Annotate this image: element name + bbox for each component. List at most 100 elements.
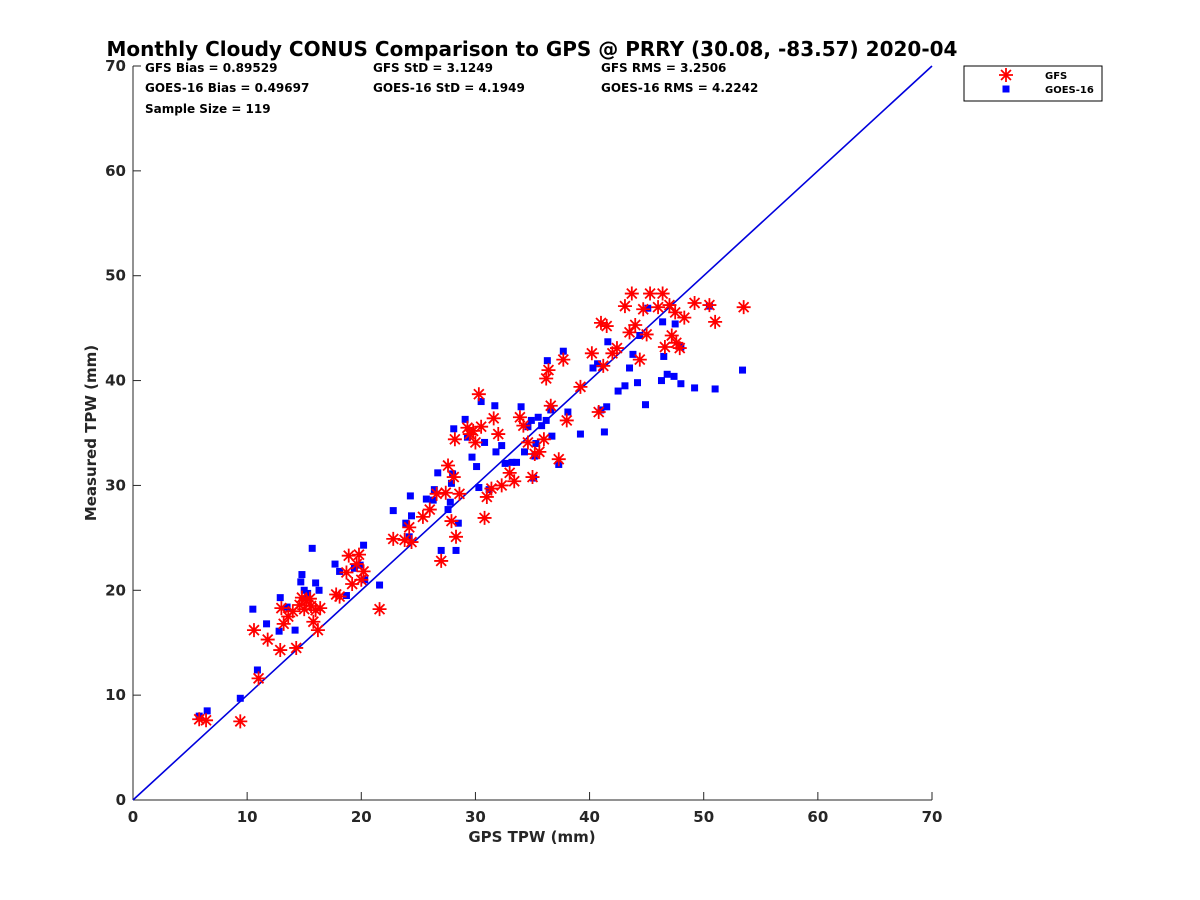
gfs-point [532, 444, 547, 459]
goes16-point [663, 370, 671, 378]
gfs-point [341, 548, 356, 563]
reference-line [132, 65, 933, 801]
gfs-point [512, 410, 527, 425]
legend-goes-label: GOES-16 [1045, 85, 1094, 96]
stat-goes-bias: GOES-16 Bias = 0.49697 [145, 81, 309, 95]
gfs-point [289, 640, 304, 655]
gfs-point [556, 352, 571, 367]
goes16-point [276, 594, 284, 602]
gfs-point [329, 587, 344, 602]
goes16-point [376, 581, 384, 589]
goes16-point [304, 589, 312, 597]
goes16-point [475, 484, 483, 492]
x-tick-label: 70 [922, 808, 943, 826]
gfs-point [596, 358, 611, 373]
gfs-point [468, 435, 483, 450]
goes16-point [521, 448, 529, 456]
stat-goes-std: GOES-16 StD = 4.1949 [373, 81, 525, 95]
axes: 0 10 20 30 40 50 60 70 0 10 20 30 40 50 60 70 [105, 57, 942, 826]
x-tick-label: 0 [128, 808, 138, 826]
goes16-point [739, 366, 747, 374]
goes16-point [450, 425, 458, 433]
gfs-point [609, 341, 624, 356]
gfs-point [651, 300, 666, 315]
gfs-point [260, 632, 275, 647]
goes16-point [576, 430, 584, 438]
gfs-point [251, 671, 266, 686]
goes16-point [298, 571, 306, 579]
stat-sample-size: Sample Size = 119 [145, 102, 271, 116]
y-tick-label: 50 [105, 267, 126, 285]
chart-title: Monthly Cloudy CONUS Comparison to GPS @… [107, 37, 958, 61]
gfs-point [527, 446, 542, 461]
goes16-point [360, 541, 368, 549]
y-tick-label: 20 [105, 581, 126, 599]
gfs-point [452, 486, 467, 501]
goes16-point [315, 586, 323, 594]
goes16-point [461, 415, 469, 423]
goes16-point [249, 605, 257, 613]
gfs-point [543, 398, 558, 413]
goes16-point [275, 627, 283, 635]
goes16-point [604, 338, 612, 346]
goes16-point [454, 519, 462, 527]
gfs-point [404, 535, 419, 550]
gfs-point [354, 572, 369, 587]
goes16-point [498, 442, 506, 450]
gfs-point [285, 604, 300, 619]
gfs-point [199, 713, 214, 728]
gfs-point [507, 474, 522, 489]
gfs-point [386, 531, 401, 546]
gfs-point [466, 423, 481, 438]
goes16-point [434, 469, 442, 477]
goes16-point [405, 533, 413, 541]
gfs-point [479, 489, 494, 504]
gfs-point [372, 602, 387, 617]
gfs-point [539, 371, 554, 386]
goes16-point [308, 544, 316, 552]
goes16-point [559, 347, 567, 355]
gfs-point [246, 623, 261, 638]
goes16-point [408, 512, 416, 520]
gfs-point [297, 602, 312, 617]
goes16-point [626, 364, 634, 372]
goes16-point [691, 384, 699, 392]
goes16-point [594, 360, 602, 368]
gfs-point [441, 458, 456, 473]
gfs-point [339, 565, 354, 580]
gfs-point [349, 557, 364, 572]
gfs-point [356, 564, 371, 579]
gfs-point [474, 419, 489, 434]
gfs-point [345, 576, 360, 591]
goes16-point [468, 453, 476, 461]
gfs-point [491, 427, 506, 442]
gfs-point [584, 346, 599, 361]
goes16-point [634, 379, 642, 387]
gfs-point [687, 295, 702, 310]
goes16-point [312, 579, 320, 587]
goes16-point [446, 498, 454, 506]
gfs-point [593, 315, 608, 330]
gfs-point [632, 352, 647, 367]
gfs-point [573, 379, 588, 394]
x-tick-label: 20 [351, 808, 372, 826]
goes16-point [444, 506, 452, 514]
stats-block: GFS Bias = 0.89529 GFS StD = 3.1249 GFS … [145, 61, 758, 116]
goes16-point [203, 707, 211, 715]
goes16-point [542, 416, 550, 424]
gfs-point [233, 714, 248, 729]
gfs-point [657, 340, 672, 355]
goes16-point [657, 377, 665, 385]
gfs-point [672, 341, 687, 356]
goes16-point [564, 408, 572, 416]
gfs-point [352, 547, 366, 562]
gfs-point [669, 335, 684, 350]
goes16-point [452, 546, 460, 554]
goes16-point [297, 578, 305, 586]
gfs-point [536, 432, 551, 447]
gfs-point [306, 614, 321, 629]
gfs-point [655, 286, 670, 301]
goes16-point [447, 479, 455, 487]
goes16-point [430, 486, 438, 494]
